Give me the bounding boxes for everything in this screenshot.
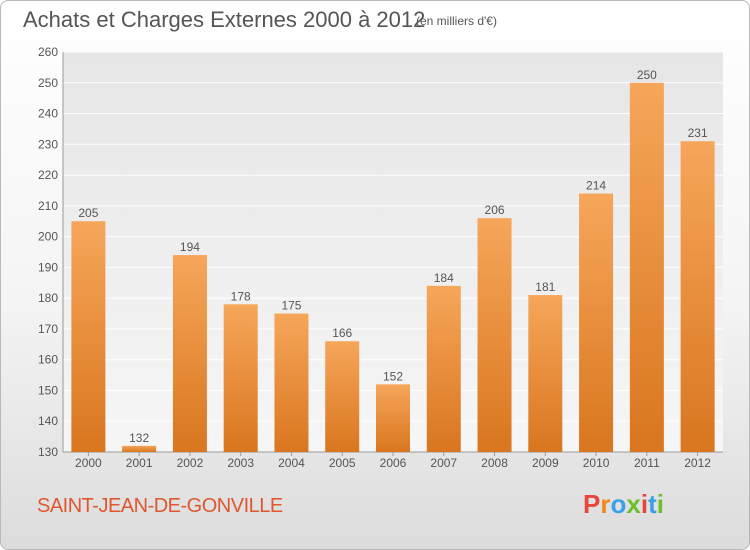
- bar-value-label: 206: [485, 203, 505, 217]
- x-tick-label: 2010: [583, 456, 610, 470]
- bar-value-label: 231: [688, 126, 708, 140]
- y-tick-label: 250: [38, 76, 58, 90]
- y-tick-label: 200: [38, 230, 58, 244]
- bar: [426, 285, 461, 452]
- bar: [325, 341, 360, 452]
- bar-value-label: 178: [231, 289, 251, 303]
- bar: [579, 193, 614, 453]
- bar: [122, 445, 157, 452]
- logo-letter: i: [640, 489, 649, 519]
- proxiti-logo[interactable]: Proxiti: [583, 489, 664, 520]
- x-tick-label: 2000: [75, 456, 102, 470]
- x-tick-label: 2012: [684, 456, 711, 470]
- bar-value-label: 184: [434, 271, 454, 285]
- bar-value-label: 194: [180, 240, 200, 254]
- y-tick-label: 180: [38, 291, 58, 305]
- bar: [376, 384, 410, 452]
- x-tick-label: 2001: [126, 456, 153, 470]
- y-tick-label: 170: [38, 322, 58, 336]
- logo-letter: P: [583, 489, 601, 519]
- y-tick-label: 210: [38, 199, 58, 213]
- y-tick-label: 160: [38, 353, 58, 367]
- bar-value-label: 152: [383, 369, 403, 383]
- y-tick-label: 230: [38, 137, 58, 151]
- logo-letter: x: [626, 489, 641, 519]
- bar-value-label: 175: [281, 299, 301, 313]
- bar: [172, 255, 207, 452]
- y-tick-label: 140: [38, 414, 58, 428]
- x-tick-label: 2011: [634, 456, 660, 470]
- logo-letter: i: [656, 489, 664, 519]
- logo-letter: t: [648, 489, 657, 519]
- y-tick-label: 150: [38, 383, 58, 397]
- bar-value-label: 214: [586, 179, 606, 193]
- bar-value-label: 250: [637, 68, 657, 82]
- bar-value-label: 205: [78, 206, 98, 220]
- town-name: SAINT-JEAN-DE-GONVILLE: [37, 495, 283, 517]
- bar: [477, 218, 512, 452]
- bar-value-label: 166: [332, 326, 352, 340]
- x-tick-label: 2002: [177, 456, 204, 470]
- x-tick-label: 2007: [430, 456, 457, 470]
- bar: [223, 304, 258, 452]
- bar: [680, 141, 715, 452]
- bar: [528, 295, 563, 452]
- y-tick-label: 130: [38, 445, 58, 459]
- x-tick-label: 2005: [329, 456, 356, 470]
- x-tick-label: 2004: [278, 456, 305, 470]
- x-tick-label: 2003: [227, 456, 254, 470]
- x-tick-label: 2009: [532, 456, 559, 470]
- chart-title: Achats et Charges Externes 2000 à 2012: [23, 7, 426, 32]
- chart-subtitle: (en milliers d'€): [416, 14, 497, 28]
- bar: [274, 313, 309, 452]
- y-tick-label: 220: [38, 168, 58, 182]
- y-tick-label: 240: [38, 107, 58, 121]
- bar: [629, 82, 664, 453]
- logo-letter: r: [600, 489, 611, 519]
- bar: [71, 221, 106, 452]
- x-tick-label: 2006: [380, 456, 407, 470]
- x-tick-label: 2008: [481, 456, 508, 470]
- bar-value-label: 181: [535, 280, 555, 294]
- y-tick-label: 260: [38, 45, 58, 59]
- logo-letter: o: [610, 489, 627, 519]
- y-tick-label: 190: [38, 260, 58, 274]
- bar-value-label: 132: [129, 431, 149, 445]
